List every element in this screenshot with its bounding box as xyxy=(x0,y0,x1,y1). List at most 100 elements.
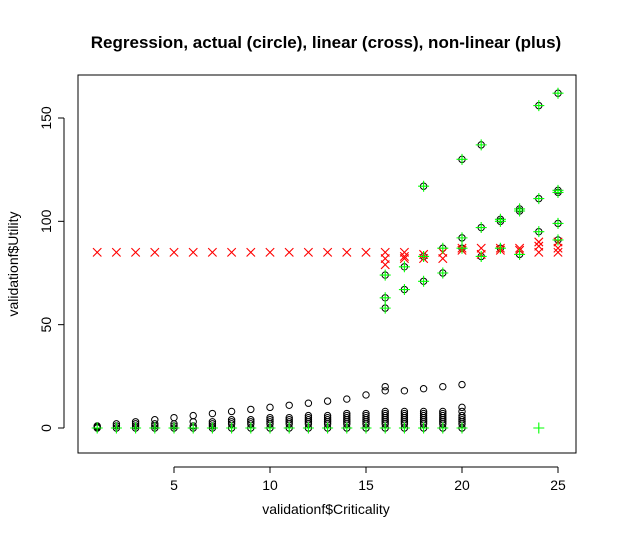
nonlinear-point xyxy=(514,203,526,215)
actual-point xyxy=(419,385,428,393)
linear-point xyxy=(323,247,333,257)
linear-point xyxy=(399,251,409,262)
nonlinear-point xyxy=(398,284,410,296)
actual-point xyxy=(439,407,447,416)
actual-point xyxy=(400,407,409,416)
actual-point xyxy=(439,409,447,418)
actual-point xyxy=(285,413,293,422)
linear-point xyxy=(534,237,544,247)
linear-point xyxy=(169,247,179,257)
nonlinear-point xyxy=(168,422,180,434)
actual-point xyxy=(343,411,351,420)
nonlinear-point xyxy=(437,267,449,279)
actual-point xyxy=(304,399,313,407)
linear-point xyxy=(303,247,313,257)
x-tick-label: 20 xyxy=(454,477,470,493)
actual-point xyxy=(458,411,466,420)
linear-point xyxy=(150,247,160,257)
actual-point xyxy=(439,382,447,391)
nonlinear-point xyxy=(533,422,545,434)
nonlinear-point xyxy=(264,422,276,434)
actual-point xyxy=(400,411,409,420)
nonlinear-point xyxy=(110,422,122,434)
actual-point xyxy=(381,407,389,416)
linear-point xyxy=(246,247,256,257)
linear-point xyxy=(438,253,448,264)
actual-point xyxy=(323,411,332,420)
actual-point xyxy=(439,411,447,420)
nonlinear-point xyxy=(456,232,468,244)
actual-point xyxy=(343,409,351,418)
linear-point xyxy=(515,243,525,253)
nonlinear-point xyxy=(514,248,526,260)
linear-point xyxy=(361,247,371,257)
nonlinear-point xyxy=(226,422,238,434)
nonlinear-point xyxy=(418,180,430,192)
linear-point xyxy=(188,247,198,257)
nonlinear-point xyxy=(379,302,391,314)
nonlinear-point xyxy=(475,222,487,234)
linear-point xyxy=(399,253,409,264)
linear-point xyxy=(92,247,102,257)
actual-point xyxy=(362,413,370,422)
x-tick-label: 15 xyxy=(358,477,374,493)
nonlinear-point xyxy=(418,422,430,434)
linear-point xyxy=(342,247,352,257)
data-marks xyxy=(91,87,564,434)
actual-point xyxy=(304,413,313,422)
actual-point xyxy=(247,405,255,414)
linear-point xyxy=(380,260,390,270)
nonlinear-point xyxy=(341,422,353,434)
actual-point xyxy=(343,413,351,422)
nonlinear-point xyxy=(187,422,199,434)
actual-point xyxy=(170,413,178,422)
actual-point xyxy=(323,413,332,422)
nonlinear-point xyxy=(437,422,449,434)
nonlinear-point xyxy=(552,184,564,196)
nonlinear-point xyxy=(552,234,564,246)
actual-point xyxy=(458,403,466,412)
x-axis: 5 10 15 20 25 xyxy=(170,466,566,493)
nonlinear-point xyxy=(533,100,545,112)
nonlinear-point xyxy=(456,242,468,254)
nonlinear-point xyxy=(475,250,487,262)
nonlinear-point xyxy=(533,226,545,238)
y-tick-label: 150 xyxy=(38,106,54,130)
nonlinear-point xyxy=(322,422,334,434)
nonlinear-point xyxy=(245,422,257,434)
actual-point xyxy=(400,409,409,418)
actual-point xyxy=(227,407,236,416)
nonlinear-point xyxy=(283,422,295,434)
nonlinear-point xyxy=(494,213,506,225)
actual-point xyxy=(458,380,466,389)
actual-point xyxy=(362,409,370,418)
linear-point xyxy=(207,247,217,257)
nonlinear-point xyxy=(379,269,391,281)
y-tick-label: 0 xyxy=(38,424,54,432)
actual-point xyxy=(189,411,197,420)
nonlinear-point xyxy=(91,422,103,434)
nonlinear-point xyxy=(398,261,410,273)
y-axis-label: validationf$Utility xyxy=(5,211,21,316)
actual-point xyxy=(285,401,293,409)
y-axis: 0 50 100 150 xyxy=(38,106,65,432)
nonlinear-point xyxy=(130,422,142,434)
actual-point xyxy=(362,391,370,399)
x-tick-label: 10 xyxy=(262,477,278,493)
actual-point xyxy=(419,411,428,420)
y-tick-label: 100 xyxy=(38,209,54,233)
actual-point xyxy=(458,407,466,416)
linear-point xyxy=(553,247,563,257)
x-axis-label: validationf$Criticality xyxy=(262,501,390,517)
linear-point xyxy=(284,247,294,257)
actual-point xyxy=(381,411,389,420)
nonlinear-point xyxy=(475,139,487,151)
actual-point xyxy=(419,409,428,418)
actual-point xyxy=(419,407,428,416)
actual-point xyxy=(304,411,313,420)
nonlinear-point xyxy=(437,242,449,254)
x-tick-label: 5 xyxy=(170,477,178,493)
nonlinear-point xyxy=(418,275,430,287)
